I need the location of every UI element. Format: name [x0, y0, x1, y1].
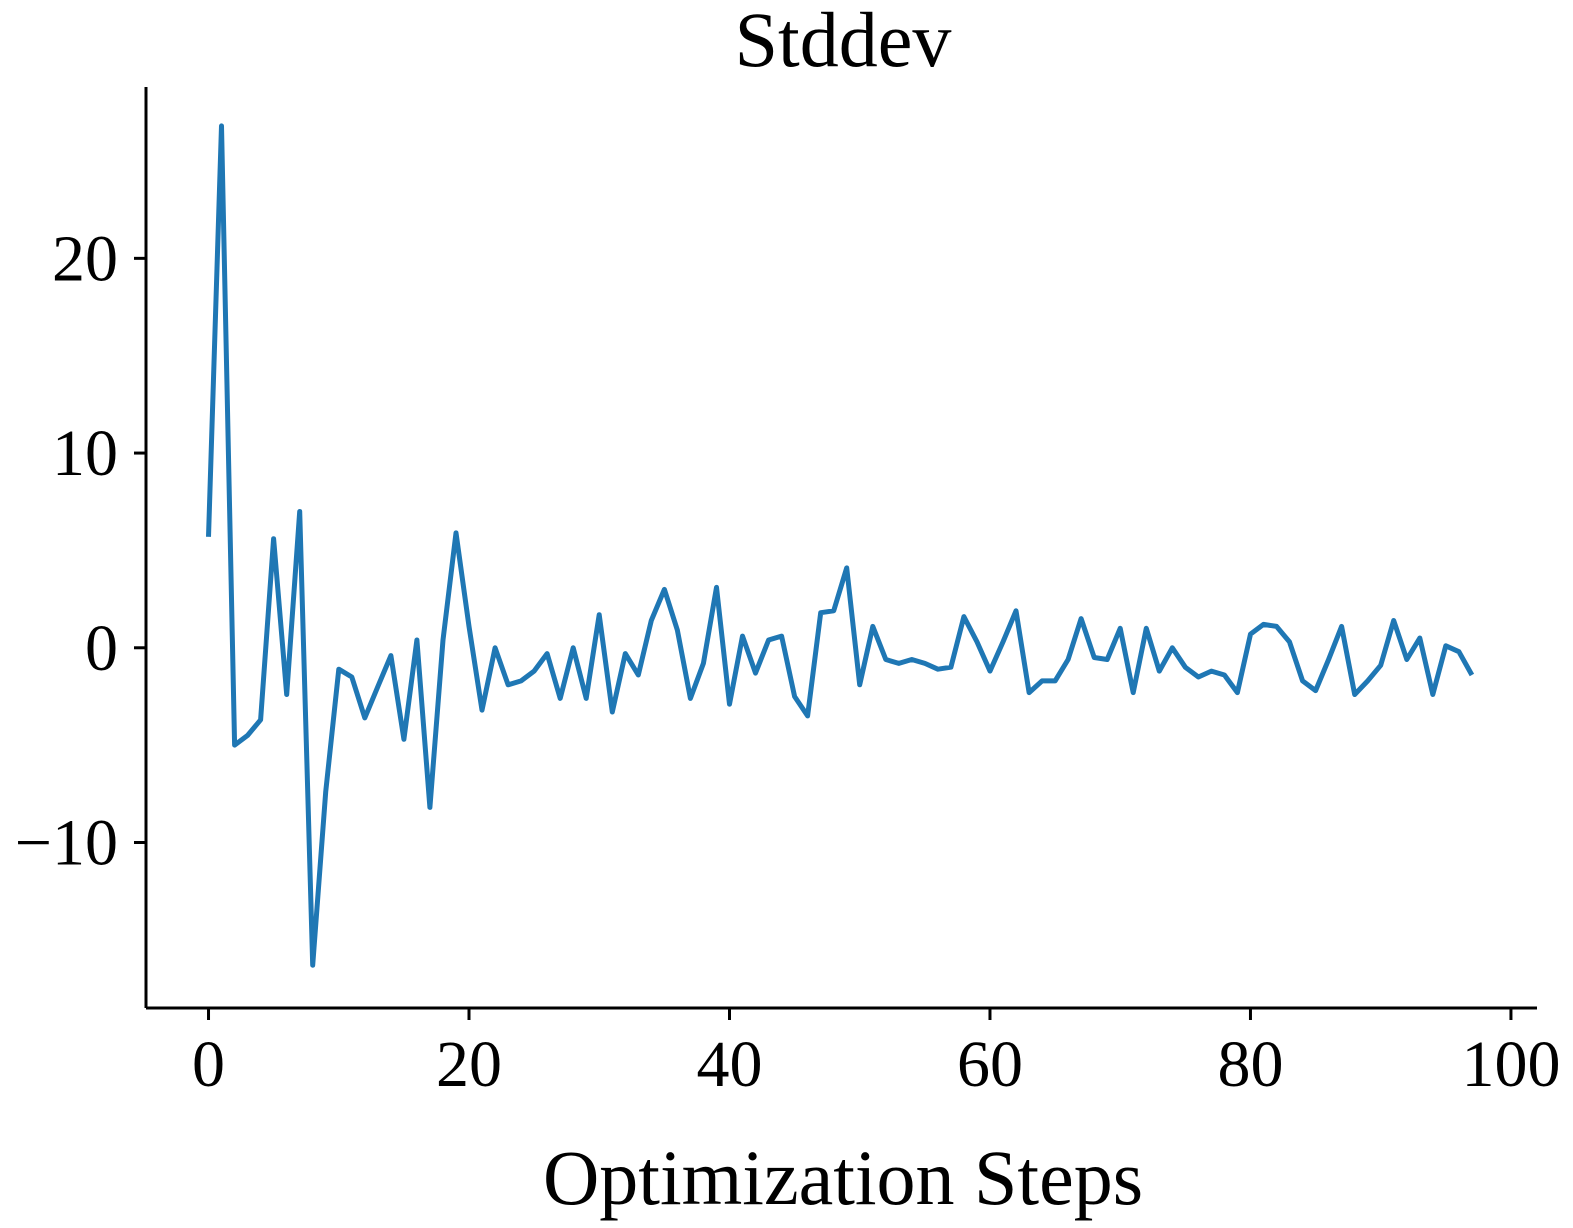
- axes-layer: [144, 87, 1537, 1010]
- x-axis-ticks: 0 20 40 60 80 100: [192, 1008, 1560, 1101]
- chart-title: Stddev: [735, 0, 952, 83]
- x-tick-label: 0: [192, 1028, 225, 1101]
- y-tick-label: 20: [52, 222, 118, 295]
- y-tick-label: 0: [85, 612, 118, 685]
- y-tick-label: 10: [52, 417, 118, 490]
- x-tick-label: 40: [696, 1028, 762, 1101]
- y-axis-ticks: −10 0 10 20: [15, 222, 146, 879]
- x-tick-label: 60: [957, 1028, 1023, 1101]
- series-layer: [206, 123, 1475, 968]
- x-tick-label: 80: [1217, 1028, 1283, 1101]
- x-tick-label: 20: [436, 1028, 502, 1101]
- x-axis-label: Optimization Steps: [543, 1134, 1143, 1221]
- y-tick-label: −10: [15, 806, 118, 879]
- series-line-0: [206, 123, 1475, 968]
- x-tick-label: 100: [1461, 1028, 1560, 1101]
